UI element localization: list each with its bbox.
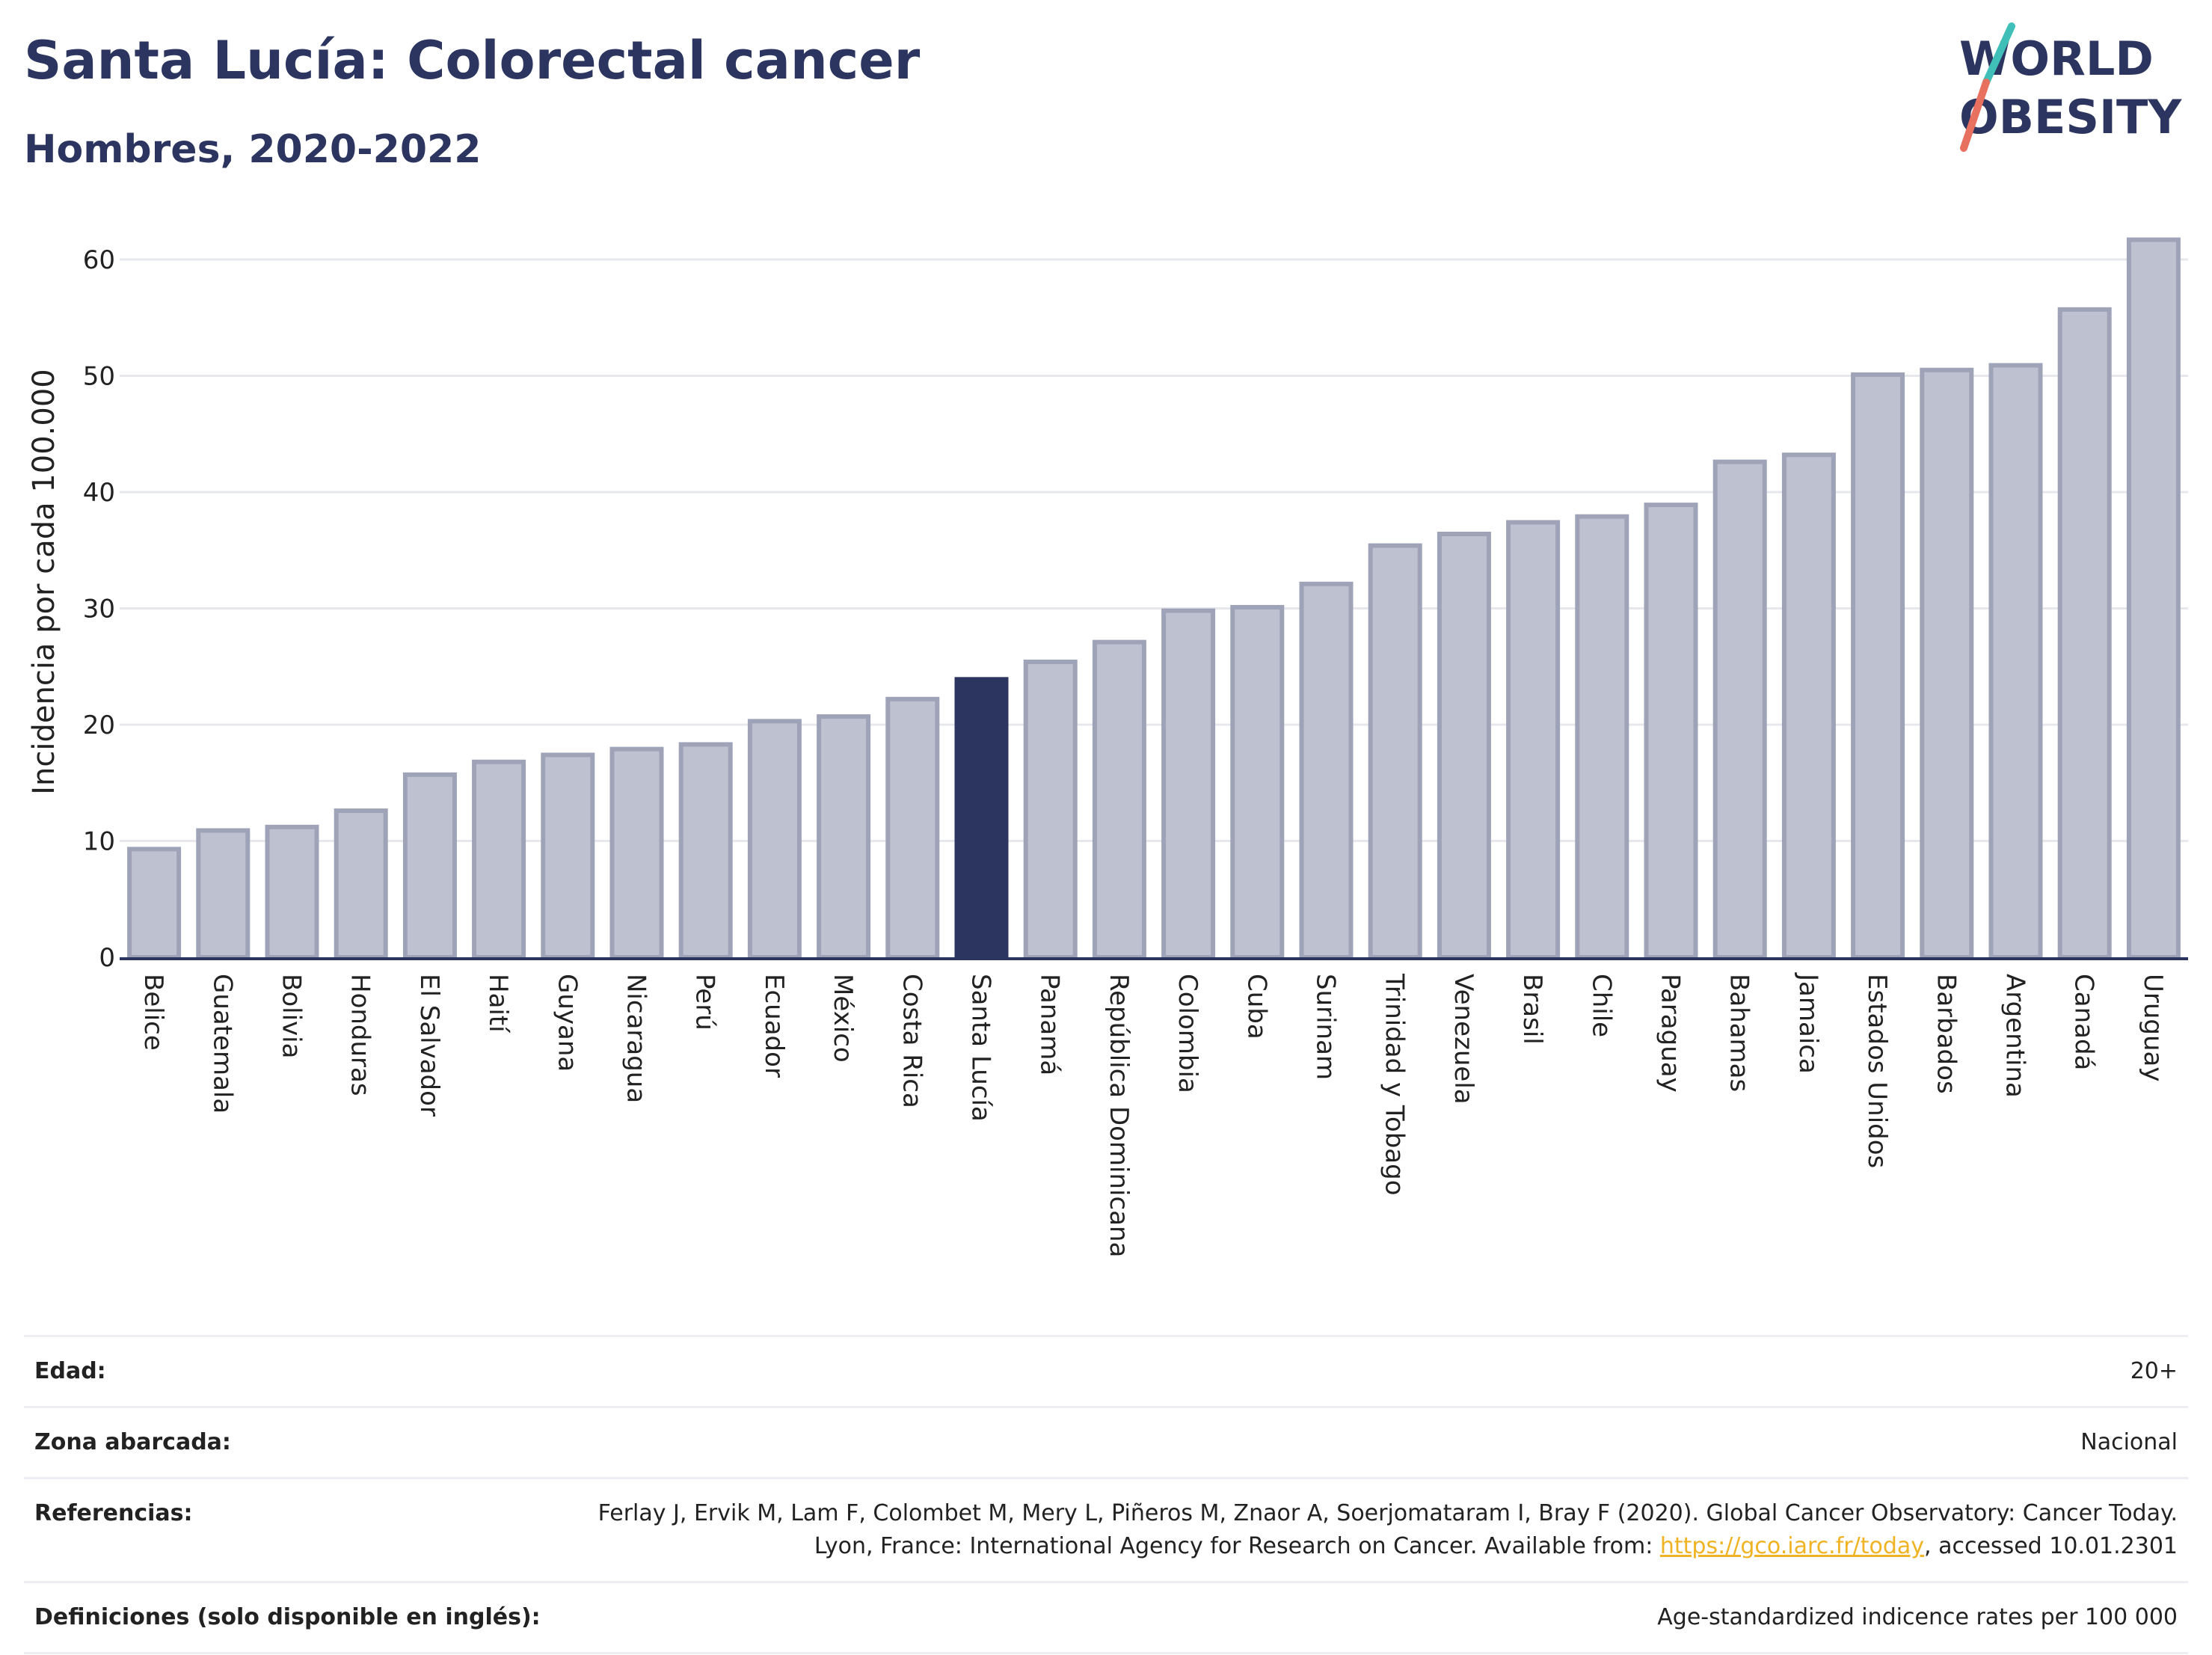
bar xyxy=(1781,452,1836,959)
bar xyxy=(885,696,940,959)
bar xyxy=(1712,459,1767,959)
metadata-label: Referencias: xyxy=(34,1500,193,1526)
axes: 0 10 20 30 40 50 60 Belice Guatemala Bolivia Hondu… xyxy=(83,245,2188,1257)
bar xyxy=(1023,660,1078,960)
metadata-table: Edad: 20+ Zona abarcada: Nacional Referencia… xyxy=(24,1335,2188,1654)
x-category-label: El Salvador xyxy=(414,974,444,1117)
bar xyxy=(1230,604,1285,959)
y-tick-label: 50 xyxy=(83,362,115,392)
x-category-label: Jamaica xyxy=(1793,972,1823,1074)
x-category-label: Brasil xyxy=(1517,974,1547,1045)
x-category-label: Bahamas xyxy=(1724,974,1754,1092)
x-category-label: México xyxy=(828,974,858,1063)
x-category-label: Santa Lucía xyxy=(966,974,996,1122)
bar xyxy=(2057,307,2112,959)
x-category-label: Haití xyxy=(483,974,513,1034)
metadata-value: Ferlay J, Ervik M, Lam F, Colombet M, Me… xyxy=(597,1500,2178,1559)
bar xyxy=(1299,581,1354,959)
bar xyxy=(402,772,457,959)
x-category-label: Honduras xyxy=(345,974,375,1096)
x-category-label: Bolivia xyxy=(277,974,307,1058)
y-tick-label: 30 xyxy=(83,595,115,624)
bar xyxy=(472,759,526,959)
bar xyxy=(334,808,388,959)
bar-highlight xyxy=(954,677,1009,959)
logo-line2: OBESITY xyxy=(1959,90,2182,144)
x-category-label: Estados Unidos xyxy=(1862,974,1892,1168)
bar xyxy=(678,742,733,959)
x-category-label: Barbados xyxy=(1931,974,1961,1094)
metadata-row: Referencias: Ferlay J, Ervik M, Lam F, Co… xyxy=(24,1478,2188,1582)
bar xyxy=(541,752,595,959)
bar xyxy=(609,746,664,960)
x-category-label: Belice xyxy=(138,974,168,1051)
y-tick-label: 10 xyxy=(83,827,115,857)
bar xyxy=(196,828,251,959)
x-category-label: Guyana xyxy=(552,974,582,1072)
reference-link[interactable]: https://gco.iarc.fr/today xyxy=(1659,1533,1925,1559)
bar xyxy=(1368,543,1422,959)
bar xyxy=(127,847,182,960)
x-category-label: Guatemala xyxy=(207,974,237,1114)
x-category-label: Canadá xyxy=(2069,974,2099,1070)
bar xyxy=(1437,531,1491,959)
bar xyxy=(2126,237,2181,959)
bar xyxy=(817,714,871,959)
bar xyxy=(747,719,802,960)
x-category-label: Venezuela xyxy=(1448,974,1478,1105)
metadata-row: Zona abarcada: Nacional xyxy=(24,1407,2188,1479)
world-obesity-logo: WORLD OBESITY xyxy=(1959,22,2182,152)
metadata-label: Definiciones (solo disponible en inglés)… xyxy=(34,1604,541,1630)
x-category-label: Cuba xyxy=(1241,974,1271,1040)
bar xyxy=(1644,503,1698,959)
x-category-label: Paraguay xyxy=(1656,974,1686,1093)
x-category-label: Trinidad y Tobago xyxy=(1380,973,1410,1196)
bar xyxy=(1920,367,1974,960)
bar xyxy=(1506,520,1561,959)
x-category-label: Ecuador xyxy=(759,974,789,1078)
metadata-value: Age-standardized indicence rates per 100… xyxy=(1657,1604,2178,1630)
chart-subtitle: Hombres, 2020-2022 xyxy=(24,127,482,172)
x-category-label: Surinam xyxy=(1311,974,1341,1080)
grid-lines xyxy=(120,258,2188,842)
x-category-label: Panamá xyxy=(1035,974,1065,1075)
bar xyxy=(1161,608,1216,959)
metadata-row: Definiciones (solo disponible en inglés)… xyxy=(24,1582,2188,1654)
bar-chart: 0 10 20 30 40 50 60 Belice Guatemala Bolivia Hondu… xyxy=(27,237,2188,1257)
x-category-label: Costa Rica xyxy=(897,974,927,1108)
metadata-label: Zona abarcada: xyxy=(34,1429,231,1455)
y-tick-label: 20 xyxy=(83,710,115,740)
y-tick-label: 60 xyxy=(83,245,115,275)
y-axis-title: Incidencia por cada 100.000 xyxy=(27,369,61,795)
x-category-label: Nicaragua xyxy=(621,974,651,1103)
metadata-value: Nacional xyxy=(2080,1429,2178,1455)
bar xyxy=(265,824,319,959)
bars xyxy=(127,237,2181,960)
x-category-label: Argentina xyxy=(2000,974,2030,1098)
metadata-label: Edad: xyxy=(34,1358,106,1384)
chart-title: Santa Lucía: Colorectal cancer xyxy=(24,30,921,91)
x-category-label: Chile xyxy=(1586,974,1616,1037)
bar xyxy=(1092,639,1146,959)
y-tick-label: 40 xyxy=(83,478,115,508)
metadata-value: 20+ xyxy=(2130,1358,2178,1384)
x-category-label: República Dominicana xyxy=(1104,974,1134,1257)
metadata-row: Edad: 20+ xyxy=(24,1336,2188,1407)
x-category-label: Perú xyxy=(690,974,720,1031)
y-tick-label: 0 xyxy=(99,943,115,973)
x-category-label: Colombia xyxy=(1173,974,1202,1093)
bar xyxy=(1575,514,1629,959)
bar xyxy=(1988,363,2043,959)
x-category-label: Uruguay xyxy=(2138,974,2168,1082)
bar xyxy=(1851,372,1905,959)
